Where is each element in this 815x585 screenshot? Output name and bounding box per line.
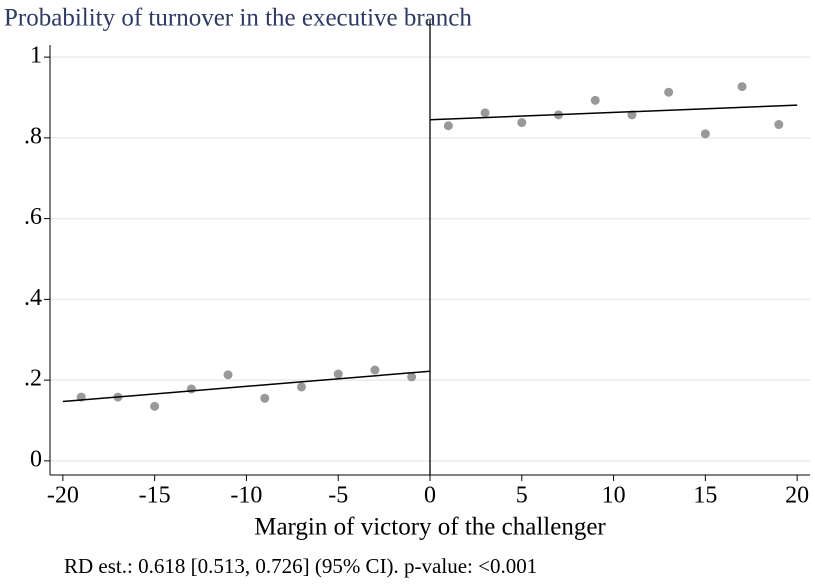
point [150, 401, 160, 411]
y-tick-label: 0 [30, 446, 42, 472]
point [700, 129, 710, 139]
point [627, 110, 637, 120]
fit-line [62, 370, 431, 403]
point [480, 108, 490, 118]
point [664, 87, 674, 97]
x-tick-label: 0 [424, 483, 436, 509]
x-axis-label: Margin of victory of the challenger [254, 514, 606, 541]
point [590, 95, 600, 105]
point [737, 82, 747, 92]
point [407, 372, 417, 382]
point [223, 370, 233, 380]
x-tick-label: -5 [328, 483, 348, 509]
y-tick-label: .6 [24, 204, 42, 230]
y-tick-label: .2 [24, 366, 42, 392]
x-tick-label: 10 [602, 483, 626, 509]
point [186, 384, 196, 394]
y-tick-label: 1 [30, 43, 42, 69]
point [517, 118, 527, 128]
x-tick-label: 20 [785, 483, 809, 509]
point [774, 120, 784, 130]
point [296, 382, 306, 392]
point [370, 365, 380, 375]
y-tick-label: .8 [24, 123, 42, 149]
x-tick-label: -20 [47, 483, 79, 509]
note: RD est.: 0.618 [0.513, 0.726] (95% CI). … [64, 554, 537, 578]
point [333, 369, 343, 379]
x-tick-label: 5 [516, 483, 528, 509]
y-tick-label: .4 [24, 285, 42, 311]
x-tick-label: 15 [693, 483, 717, 509]
chart-title: Probability of turnover in the executive… [4, 5, 472, 32]
x-tick-label: -10 [230, 483, 262, 509]
point [443, 121, 453, 131]
point [260, 393, 270, 403]
x-tick-label: -15 [139, 483, 171, 509]
fit-line [429, 104, 798, 121]
